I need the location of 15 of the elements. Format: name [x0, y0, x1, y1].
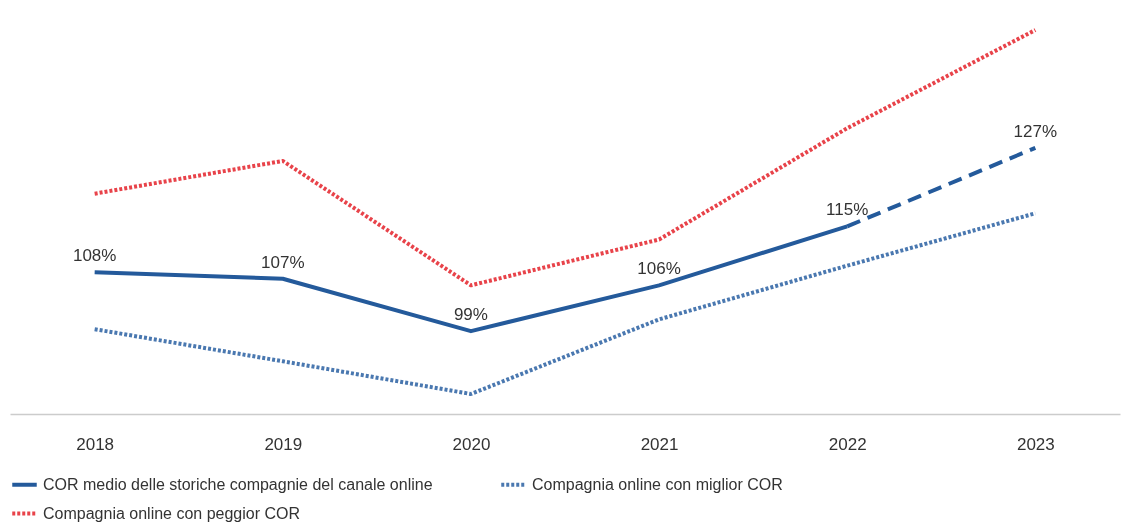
data-label: 106%: [637, 259, 681, 279]
data-label: 115%: [826, 200, 869, 220]
data-label: 127%: [1013, 121, 1058, 141]
legend-label: Compagnia online con miglior COR: [532, 475, 783, 493]
x-tick-label: 2022: [828, 434, 867, 454]
x-tick-label: 2019: [264, 434, 303, 454]
legend-label: COR medio delle storiche compagnie del canale online: [43, 475, 433, 493]
x-tick-label: 2020: [452, 434, 491, 454]
legend-label: Compagnia online con peggior COR: [43, 504, 301, 522]
x-tick-label: 2023: [1016, 434, 1055, 454]
x-tick-label: 2021: [640, 434, 679, 454]
x-tick-label: 2018: [76, 434, 115, 454]
data-label: 108%: [72, 246, 117, 266]
data-label: 107%: [261, 252, 305, 272]
data-label: 99%: [453, 305, 488, 325]
